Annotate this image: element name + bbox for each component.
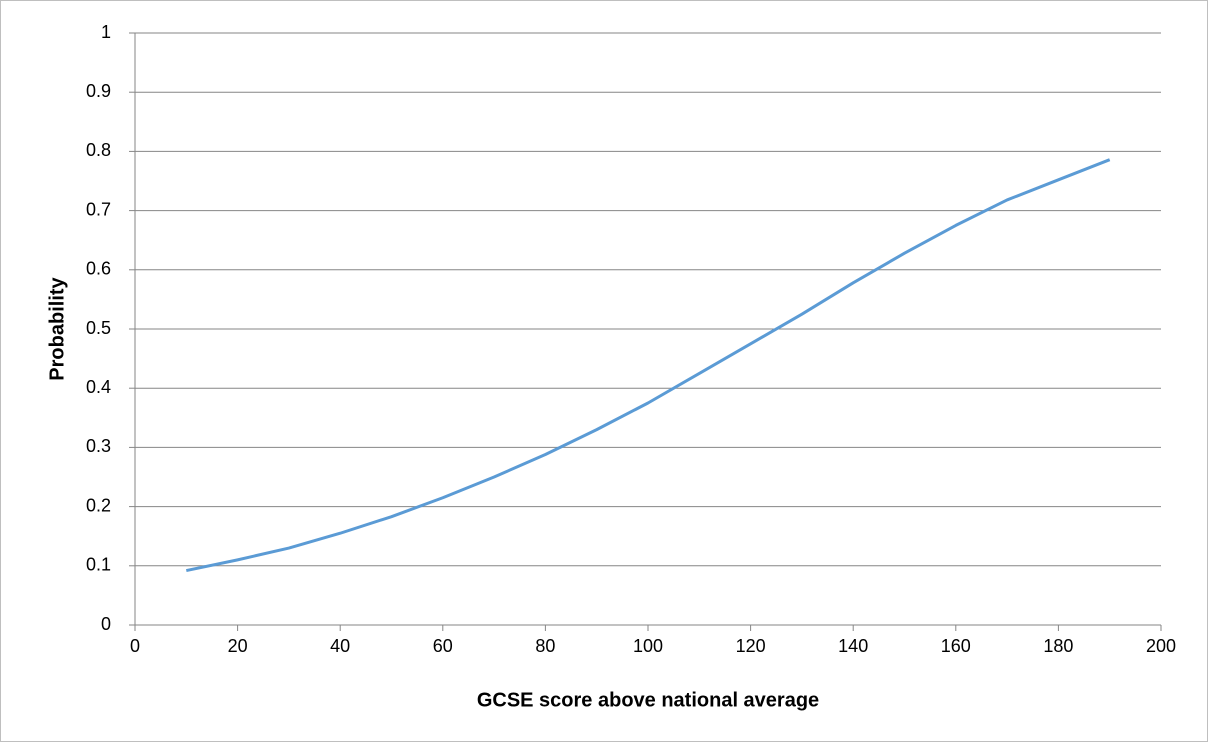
y-tick-label: 0.4 [86,377,111,397]
x-tick-label: 140 [838,636,868,656]
x-tick-label: 180 [1043,636,1073,656]
x-axis-title: GCSE score above national average [477,689,819,711]
x-tick-label: 100 [633,636,663,656]
x-tick-label: 0 [130,636,140,656]
x-tick-label: 80 [535,636,555,656]
x-tick-label: 200 [1146,636,1176,656]
y-tick-label: 0.8 [86,140,111,160]
y-tick-label: 0.9 [86,81,111,101]
y-axis-title: Probability [46,276,68,380]
x-tick-label: 120 [736,636,766,656]
y-tick-label: 0.7 [86,199,111,219]
y-tick-label: 0.6 [86,259,111,279]
x-tick-label: 20 [228,636,248,656]
y-tick-label: 0 [101,614,111,634]
line-series [185,158,1111,573]
x-tick-label: 60 [433,636,453,656]
x-tick-label: 40 [330,636,350,656]
y-tick-label: 0.2 [86,495,111,515]
x-tick-label: 160 [941,636,971,656]
y-tick-label: 0.5 [86,318,111,338]
y-tick-label: 1 [101,22,111,42]
y-tick-label: 0.1 [86,555,111,575]
y-tick-label: 0.3 [86,436,111,456]
